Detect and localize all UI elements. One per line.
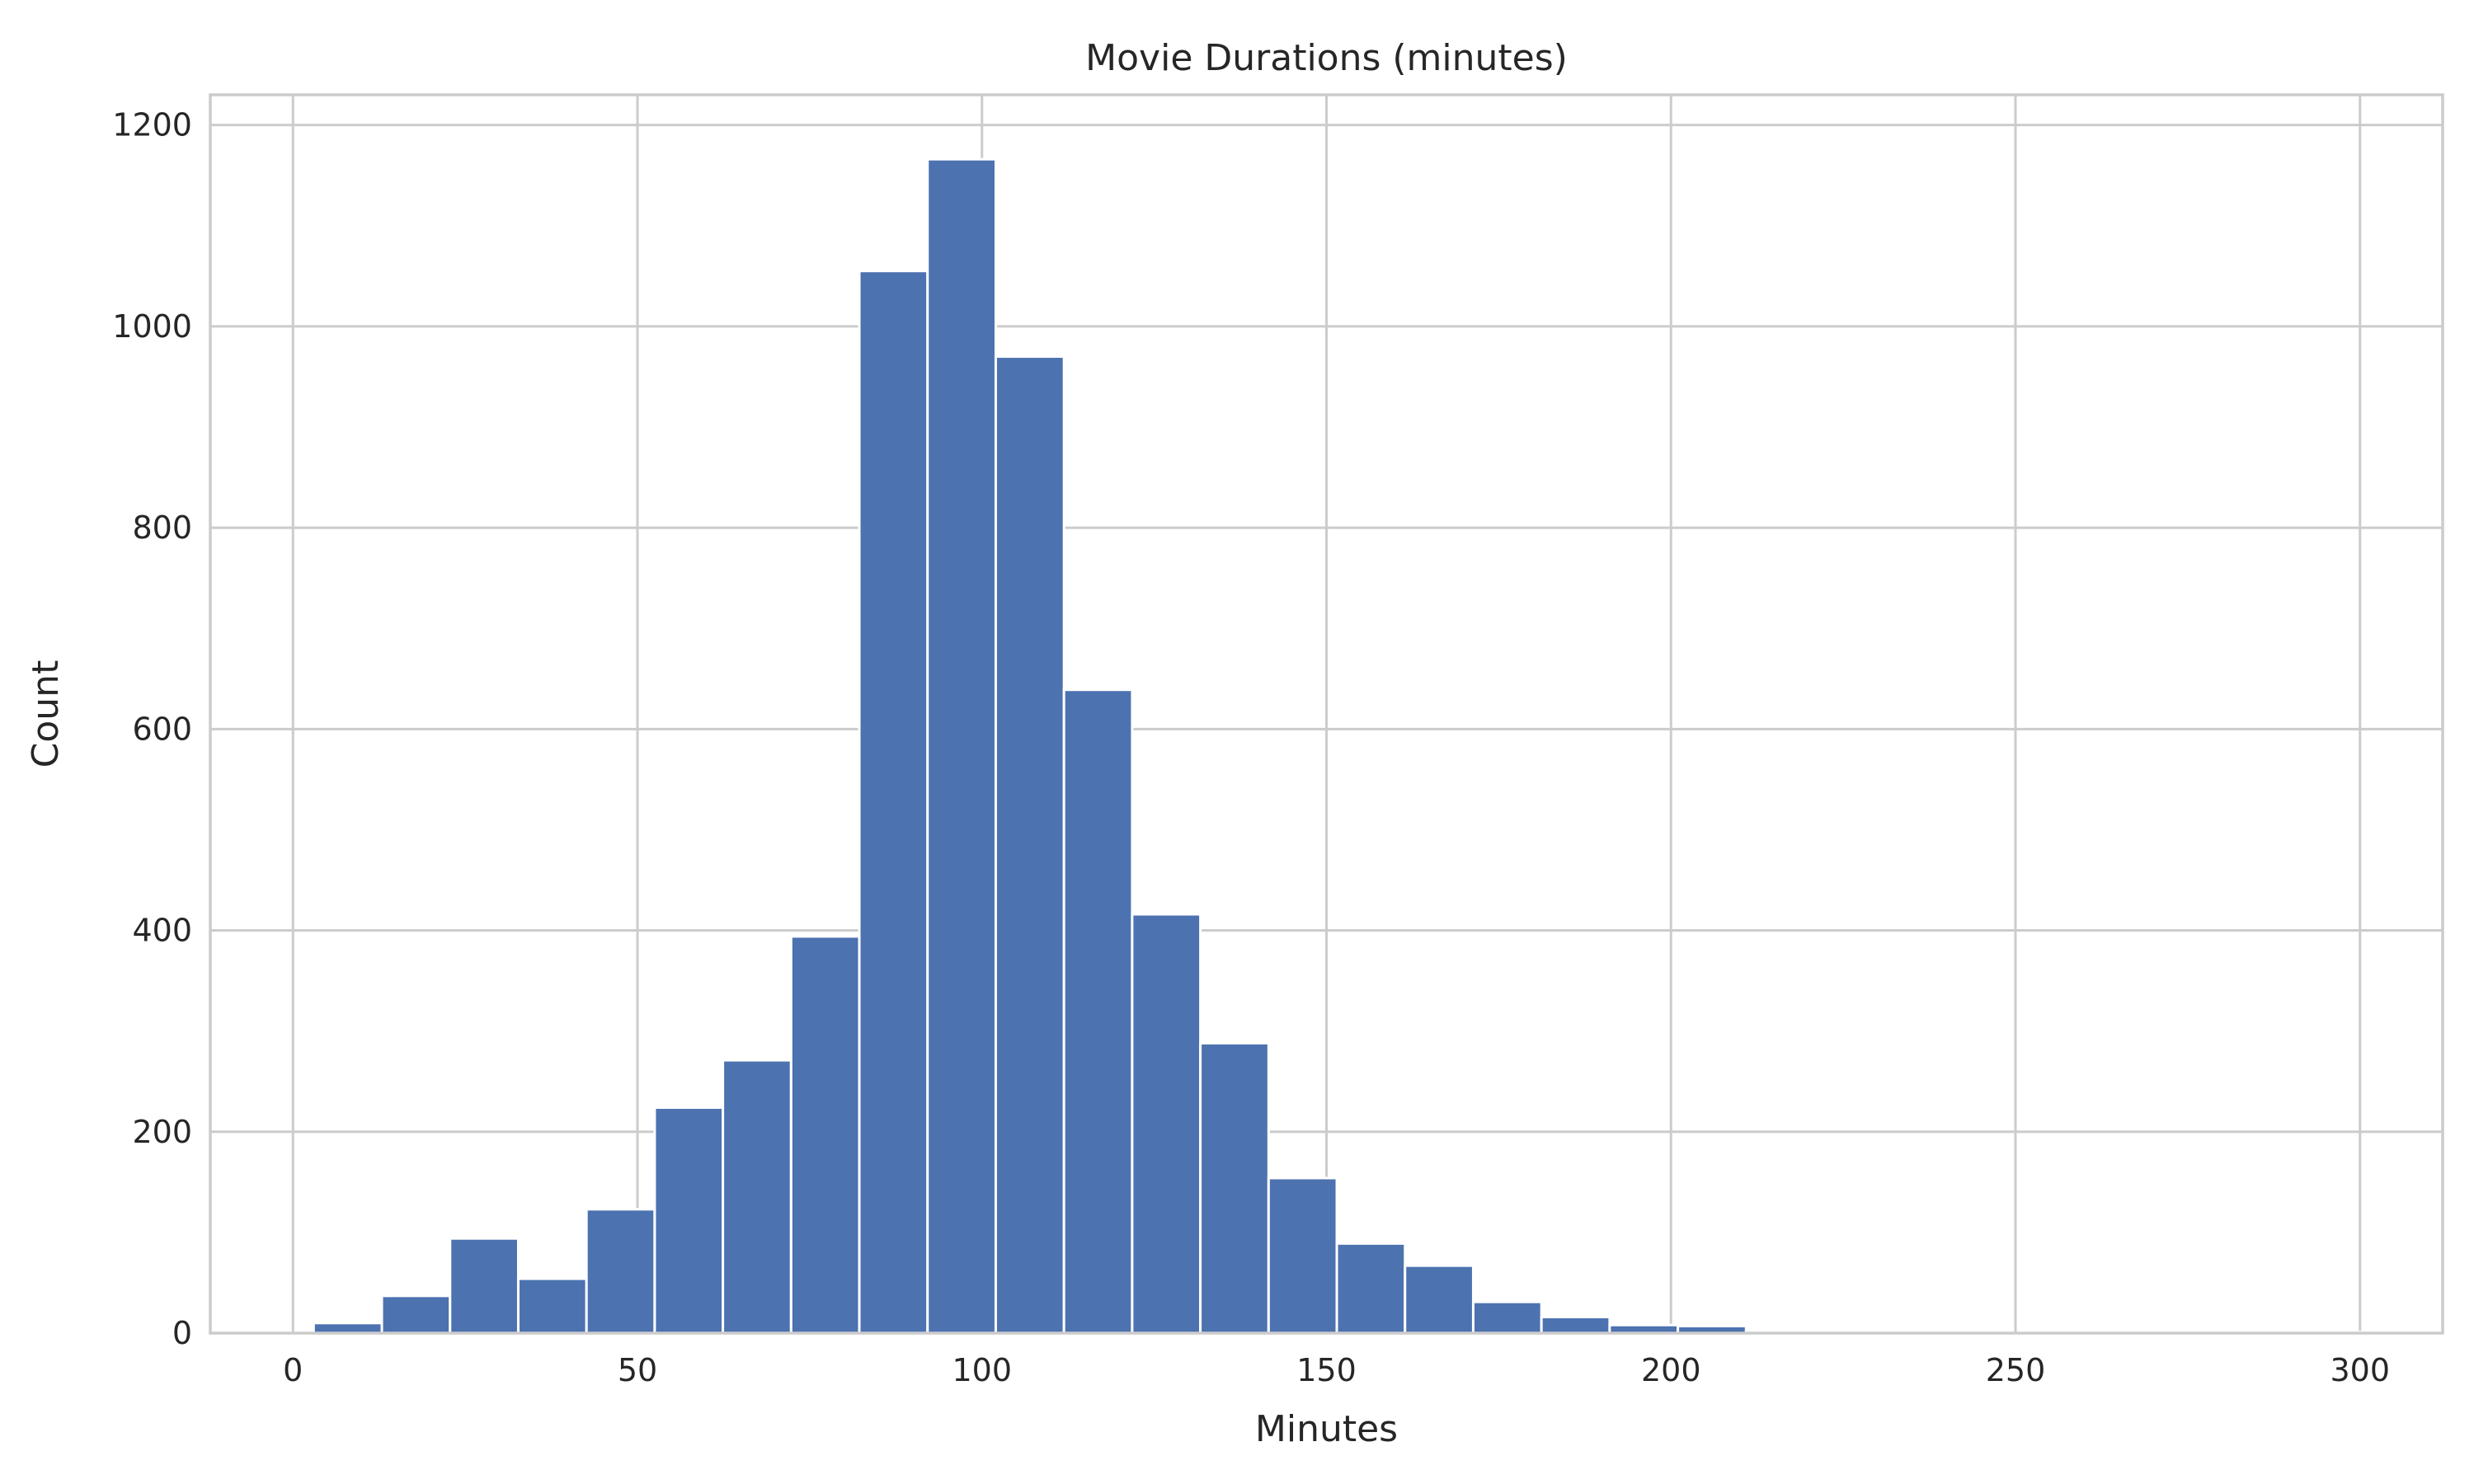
x-tick-labels: 0 50 100 150 200 250 300 xyxy=(283,1352,2390,1388)
y-tick-label: 1200 xyxy=(112,107,192,143)
x-tick-label: 150 xyxy=(1296,1352,1357,1388)
x-tick-label: 300 xyxy=(2330,1352,2390,1388)
x-axis-title: Minutes xyxy=(1255,1408,1398,1450)
histogram-bar xyxy=(1404,1264,1475,1335)
histogram-bar xyxy=(516,1277,588,1335)
y-tick-label: 200 xyxy=(132,1114,192,1150)
histogram-bar xyxy=(1062,688,1134,1335)
histogram-bar xyxy=(926,157,997,1335)
y-axis-title: Count xyxy=(25,660,67,768)
x-tick-label: 0 xyxy=(283,1352,303,1388)
histogram-bar xyxy=(1267,1176,1338,1335)
histogram-bar xyxy=(722,1059,793,1335)
histogram-bar xyxy=(1471,1300,1543,1335)
y-tick-label: 0 xyxy=(172,1315,192,1351)
y-tick-label: 400 xyxy=(132,913,192,949)
histogram-bar xyxy=(789,935,861,1335)
grid-lines xyxy=(210,95,2443,1335)
histogram-bar xyxy=(858,270,929,1335)
histogram-bar xyxy=(994,355,1065,1335)
histogram-bar xyxy=(312,1322,383,1335)
histogram-bar xyxy=(1131,913,1202,1335)
x-tick-label: 250 xyxy=(1986,1352,2046,1388)
y-tick-label: 1000 xyxy=(112,308,192,345)
y-tick-label: 600 xyxy=(132,711,192,747)
x-tick-label: 50 xyxy=(618,1352,657,1388)
histogram-bar xyxy=(1335,1242,1407,1335)
histogram-bar xyxy=(380,1294,452,1335)
x-tick-label: 200 xyxy=(1641,1352,1701,1388)
y-tick-label: 800 xyxy=(132,510,192,546)
histogram-bar xyxy=(1199,1041,1270,1335)
histogram-bars xyxy=(312,157,2362,1335)
x-tick-label: 100 xyxy=(952,1352,1012,1388)
plot-frame xyxy=(209,93,2444,1335)
histogram-bar xyxy=(449,1237,520,1335)
chart-title: Movie Durations (minutes) xyxy=(1085,37,1568,79)
histogram-bar xyxy=(1540,1315,1611,1335)
y-tick-labels: 0 200 400 600 800 1000 1200 xyxy=(112,107,192,1351)
histogram-bar xyxy=(585,1208,656,1335)
histogram-bar xyxy=(653,1106,725,1335)
